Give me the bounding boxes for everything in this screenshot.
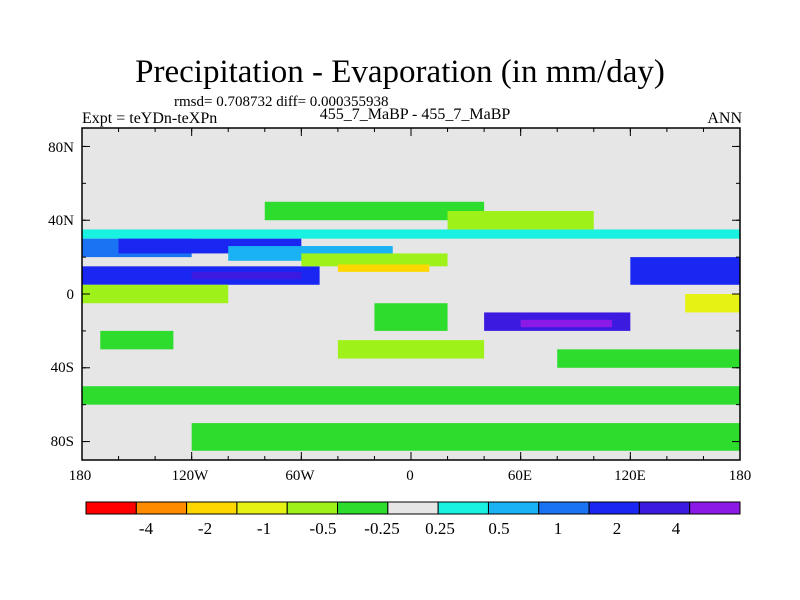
colorbar-swatch	[487, 501, 540, 515]
contour-region	[82, 386, 740, 405]
contour-region	[191, 423, 740, 451]
colorbar-swatch	[437, 501, 489, 515]
colorbar-swatch	[538, 501, 590, 515]
contour-region	[374, 303, 448, 331]
chart-title: Precipitation - Evaporation (in mm/day)	[135, 54, 665, 90]
colorbar-label: -4	[138, 519, 154, 538]
x-tick-label: 60W	[285, 468, 315, 484]
season-label: ANN	[707, 110, 742, 127]
x-tick-label: 120W	[171, 468, 209, 484]
contour-region	[82, 229, 740, 239]
x-tick-label: 0	[406, 468, 414, 484]
colorbar-swatch	[236, 501, 288, 515]
colorbar-swatch	[638, 501, 691, 515]
colorbar-swatch	[85, 501, 137, 515]
contour-region	[447, 211, 594, 230]
colorbar-label: -0.5	[309, 519, 337, 538]
x-tick-label: 120E	[614, 468, 646, 484]
colorbar-swatch	[186, 501, 238, 515]
colorbar-swatch	[588, 501, 640, 515]
rmsd-diff-stats: rmsd= 0.708732 diff= 0.000355938	[174, 94, 389, 110]
y-tick-label: 80S	[50, 434, 74, 450]
y-tick-label: 40N	[48, 213, 74, 229]
x-tick-label: 180	[728, 468, 752, 484]
colorbar-label: -1	[256, 519, 272, 538]
contour-region	[557, 349, 740, 368]
colorbar-label: 0.25	[425, 519, 455, 538]
colorbar-label: 2	[612, 519, 622, 538]
contour-region	[301, 253, 448, 267]
contour-region	[630, 257, 740, 285]
experiment-label: Expt = teYDn-teXPn	[82, 110, 218, 127]
contour-region	[337, 264, 430, 272]
colorbar-swatch	[387, 501, 439, 515]
colorbar-label: -0.25	[364, 519, 400, 538]
contour-region	[264, 201, 485, 221]
x-tick-label: 60E	[507, 468, 533, 484]
y-tick-label: 40S	[50, 360, 74, 376]
contour-region	[191, 271, 302, 280]
colorbar-label: -2	[197, 519, 213, 538]
colorbar-swatch	[286, 501, 339, 515]
contour-region	[82, 284, 229, 304]
case-label: 455_7_MaBP - 455_7_MaBP	[319, 106, 511, 123]
colorbar-label: 4	[671, 519, 681, 538]
y-tick-label: 0	[66, 287, 75, 303]
colorbar-swatch	[135, 501, 188, 515]
contour-region	[100, 330, 174, 350]
colorbar-label: 1	[553, 519, 563, 538]
colorbar-label: 0.5	[488, 519, 510, 538]
colorbar-swatch	[689, 501, 741, 515]
x-tick-label: 180	[68, 468, 92, 484]
contour-region	[685, 294, 740, 313]
y-tick-label: 80N	[48, 140, 74, 156]
colorbar-swatch	[337, 501, 389, 515]
contour-region	[520, 319, 613, 328]
contour-region	[337, 340, 485, 359]
